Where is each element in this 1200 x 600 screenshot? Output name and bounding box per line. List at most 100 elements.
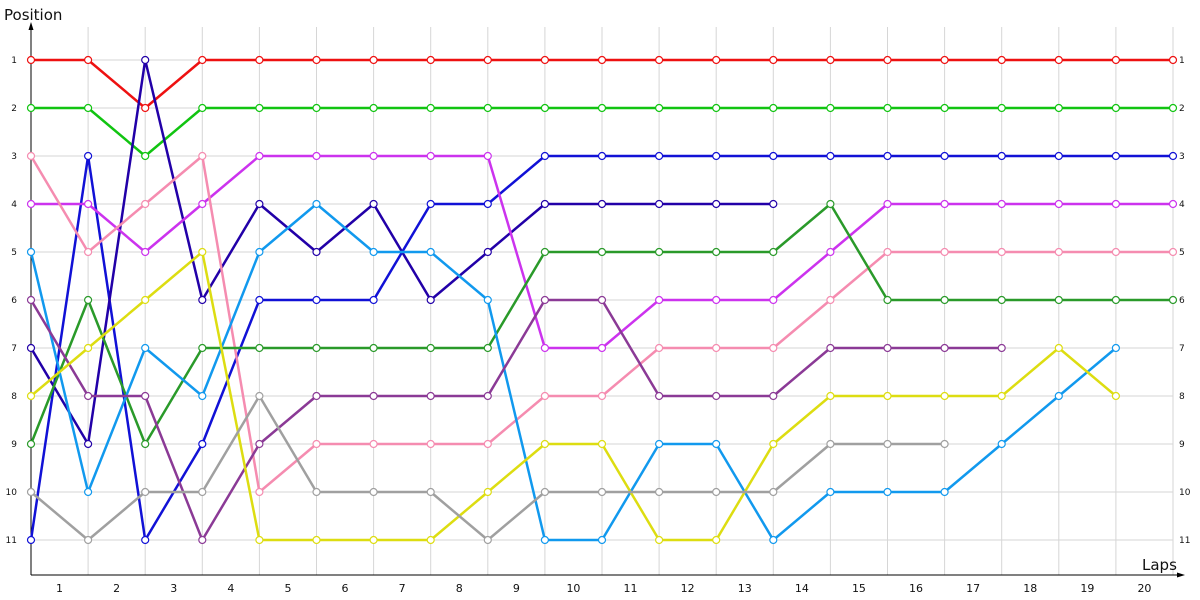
data-point — [83, 295, 93, 305]
series-line — [29, 202, 1117, 542]
y-tick-label-left: 6 — [11, 296, 17, 306]
data-point — [997, 343, 1006, 353]
data-point — [826, 343, 835, 353]
data-point — [540, 439, 550, 449]
x-tick-label: 16 — [909, 582, 923, 595]
data-point — [26, 295, 36, 305]
data-point — [769, 103, 778, 113]
data-point — [312, 295, 321, 305]
data-point — [769, 391, 778, 401]
data-point — [769, 295, 778, 305]
x-tick-label: 8 — [456, 582, 463, 595]
data-point — [826, 247, 835, 257]
y-tick-label-left: 1 — [11, 56, 17, 66]
data-point — [712, 151, 721, 161]
y-tick-label-right: 1 — [1179, 56, 1185, 66]
data-point — [369, 199, 378, 209]
data-point — [940, 199, 949, 209]
data-point — [1054, 55, 1063, 65]
data-point — [483, 199, 492, 209]
data-point — [597, 103, 607, 113]
data-point — [540, 487, 550, 497]
data-point — [712, 103, 721, 113]
data-point — [26, 391, 36, 401]
data-point — [369, 535, 378, 545]
data-point — [198, 535, 207, 545]
data-point — [483, 247, 492, 257]
axes: Position Laps — [4, 6, 1185, 578]
data-point — [312, 103, 321, 113]
data-point — [826, 199, 835, 209]
data-point — [426, 439, 435, 449]
data-point — [141, 343, 150, 353]
data-point — [198, 103, 207, 113]
data-point — [997, 103, 1006, 113]
data-point — [1168, 247, 1178, 257]
data-point — [83, 439, 93, 449]
data-point — [369, 487, 378, 497]
data-point — [83, 343, 93, 353]
data-point — [540, 103, 550, 113]
data-point — [654, 151, 664, 161]
data-point — [1111, 151, 1121, 161]
y-tick-label-left: 9 — [11, 440, 17, 450]
data-point — [369, 103, 378, 113]
data-point — [312, 391, 321, 401]
data-point — [141, 487, 150, 497]
series-5 — [26, 151, 1178, 353]
data-point — [1168, 151, 1178, 161]
data-point — [769, 487, 778, 497]
data-point — [198, 151, 207, 161]
data-point — [141, 247, 150, 257]
data-point — [369, 343, 378, 353]
y-tick-label-left: 8 — [11, 392, 17, 402]
x-tick-label: 14 — [795, 582, 809, 595]
x-tick-label: 15 — [852, 582, 866, 595]
data-point — [769, 199, 778, 209]
y-tick-label-left: 7 — [11, 344, 17, 354]
data-point — [26, 439, 36, 449]
data-point — [1111, 103, 1121, 113]
data-point — [826, 55, 835, 65]
data-point — [540, 151, 550, 161]
series-line — [29, 298, 1002, 542]
data-point — [597, 391, 607, 401]
data-point — [940, 439, 949, 449]
x-tick-label: 20 — [1137, 582, 1151, 595]
data-point — [1111, 391, 1121, 401]
data-point — [769, 151, 778, 161]
data-point — [940, 103, 949, 113]
data-point — [26, 343, 36, 353]
data-point — [255, 199, 264, 209]
data-point — [540, 247, 550, 257]
y-tick-label-left: 10 — [6, 488, 18, 498]
data-point — [712, 295, 721, 305]
x-tick-label: 9 — [513, 582, 520, 595]
data-point — [198, 487, 207, 497]
data-point — [369, 391, 378, 401]
data-point — [26, 55, 36, 65]
data-point — [369, 55, 378, 65]
data-point — [1168, 55, 1178, 65]
y-tick-label-right: 5 — [1179, 248, 1185, 258]
data-point — [712, 247, 721, 257]
data-point — [769, 247, 778, 257]
y-tick-label-left: 11 — [6, 536, 17, 546]
data-point — [712, 199, 721, 209]
data-point — [1168, 199, 1178, 209]
series-10 — [26, 247, 1121, 545]
data-point — [255, 439, 264, 449]
data-point — [198, 199, 207, 209]
data-point — [369, 151, 378, 161]
data-point — [597, 535, 607, 545]
data-point — [26, 103, 36, 113]
data-point — [654, 295, 664, 305]
series-1 — [26, 55, 1178, 113]
data-point — [26, 487, 36, 497]
x-tick-label: 4 — [227, 582, 234, 595]
data-point — [255, 55, 264, 65]
y-axis-title: Position — [4, 6, 62, 24]
data-point — [26, 199, 36, 209]
data-point — [1111, 343, 1121, 353]
data-point — [369, 295, 378, 305]
